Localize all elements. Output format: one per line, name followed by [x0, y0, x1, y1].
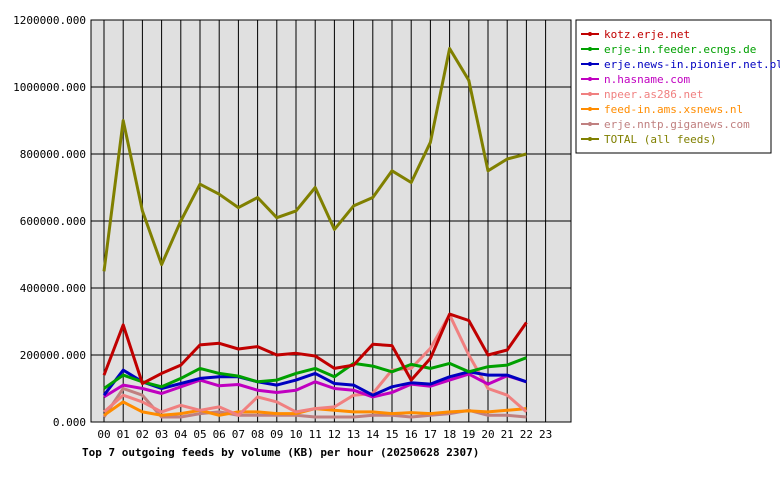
x-tick-label: 11: [309, 428, 322, 441]
legend-box: [575, 19, 772, 154]
legend-marker: [588, 137, 592, 141]
y-tick-label: 0.000: [53, 416, 86, 429]
y-tick-label: 1200000.000: [13, 14, 86, 27]
x-tick-label: 04: [174, 428, 188, 441]
legend-entry: feed-in.ams.xsnews.nl: [604, 103, 743, 116]
x-tick-label: 00: [97, 428, 110, 441]
x-tick-label: 23: [539, 428, 552, 441]
legend-marker: [588, 32, 592, 36]
legend-marker: [588, 122, 592, 126]
y-axis-tick-labels: 0.000 200000.000 400000.000 600000.000 80000…: [13, 14, 86, 429]
legend-marker: [588, 107, 592, 111]
legend-entry: n.hasname.com: [604, 73, 690, 86]
series-line-3: [103, 372, 527, 399]
x-tick-label: 15: [385, 428, 398, 441]
x-tick-label: 12: [328, 428, 341, 441]
legend-marker: [588, 47, 592, 51]
x-tick-label: 19: [462, 428, 475, 441]
series-line-4: [103, 313, 528, 417]
series-line-1: [103, 356, 527, 390]
legend-entry: kotz.erje.net: [604, 28, 690, 41]
y-tick-label: 600000.000: [20, 215, 86, 228]
y-tick-label: 400000.000: [20, 282, 86, 295]
legend: kotz.erje.net erje-in.feeder.ecngs.de erje…: [581, 28, 780, 146]
y-tick-label: 200000.000: [20, 349, 86, 362]
y-tick-label: 1000000.000: [13, 81, 86, 94]
legend-marker: [588, 62, 592, 66]
chart-title: Top 7 outgoing feeds by volume (KB) per …: [82, 446, 479, 459]
x-tick-label: 22: [520, 428, 533, 441]
y-tick-label: 800000.000: [20, 148, 86, 161]
legend-marker: [588, 77, 592, 81]
x-tick-label: 03: [155, 428, 168, 441]
x-tick-label: 02: [136, 428, 149, 441]
x-tick-label: 09: [270, 428, 283, 441]
series-line-7: [102, 47, 527, 272]
x-tick-label: 13: [347, 428, 360, 441]
x-tick-label: 05: [193, 428, 206, 441]
legend-entry: erje.nntp.giganews.com: [604, 118, 750, 131]
x-tick-label: 14: [366, 428, 380, 441]
series-lines: [102, 47, 528, 419]
x-tick-label: 17: [424, 428, 437, 441]
x-axis-tick-labels: 00 01 02 03 04 05 06 07 08 09 10 11 12 13 14 15 16 17 18 19…: [97, 428, 552, 441]
legend-entry: erje-in.feeder.ecngs.de: [604, 43, 756, 56]
x-tick-label: 06: [213, 428, 226, 441]
x-tick-label: 07: [232, 428, 245, 441]
legend-entry: erje.news-in.pionier.net.pl: [604, 58, 780, 71]
series-line-0: [102, 312, 528, 385]
grid: [91, 19, 571, 423]
legend-entry: TOTAL (all feeds): [604, 133, 717, 146]
x-tick-label: 01: [117, 428, 130, 441]
legend-entry: npeer.as286.net: [604, 88, 703, 101]
x-tick-label: 08: [251, 428, 264, 441]
legend-marker: [588, 92, 592, 96]
x-tick-label: 21: [501, 428, 514, 441]
series-line-2: [102, 368, 527, 397]
x-tick-label: 20: [481, 428, 494, 441]
x-tick-label: 18: [443, 428, 456, 441]
x-tick-label: 10: [289, 428, 302, 441]
x-tick-label: 16: [405, 428, 418, 441]
